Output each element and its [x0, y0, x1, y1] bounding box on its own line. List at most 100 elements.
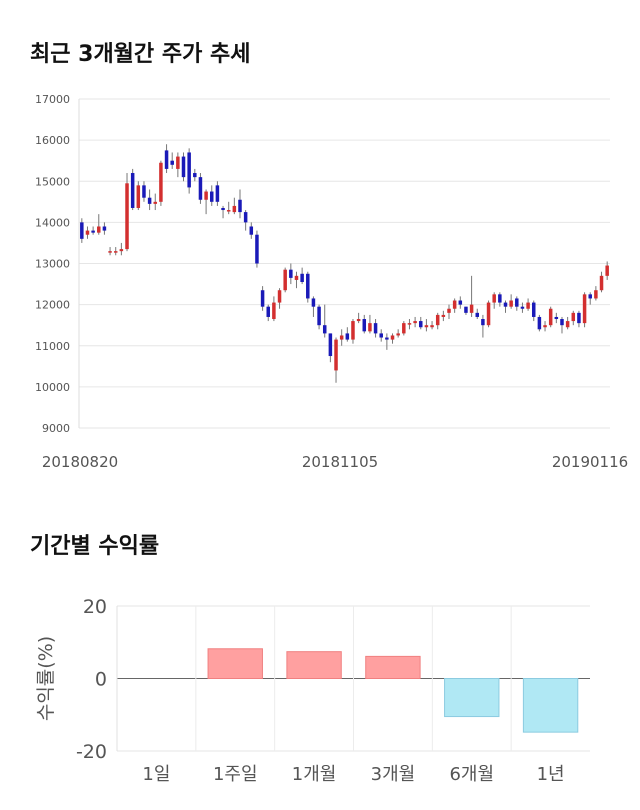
- candle: [503, 300, 508, 313]
- y-tick-label: 0: [95, 669, 107, 691]
- y-tick-label: 14000: [35, 216, 70, 229]
- y-tick-label: 16000: [35, 134, 70, 147]
- candle: [356, 312, 361, 324]
- candle: [204, 189, 208, 215]
- y-tick-label: 11000: [35, 340, 70, 353]
- candle-body: [571, 312, 576, 322]
- candle: [108, 247, 112, 256]
- candle-body: [464, 306, 468, 313]
- candle-body: [469, 304, 474, 313]
- candle-body: [181, 156, 186, 178]
- y-tick-label: 13000: [35, 258, 70, 271]
- candle: [238, 189, 242, 219]
- candle-body: [498, 294, 502, 303]
- candle-body: [215, 185, 220, 202]
- candle: [243, 210, 248, 231]
- candle: [334, 337, 338, 383]
- candle-body: [419, 321, 423, 328]
- candle-body: [362, 319, 367, 332]
- candle: [249, 222, 254, 239]
- candle: [193, 168, 197, 182]
- return-bar: [365, 655, 421, 680]
- candle: [345, 327, 350, 342]
- candle-body: [356, 319, 361, 322]
- candle: [605, 261, 609, 280]
- candle-body: [458, 300, 463, 305]
- return-bar: [286, 651, 342, 679]
- candle: [80, 218, 84, 243]
- candle-body: [441, 314, 446, 317]
- candle-body: [577, 312, 581, 324]
- candle: [362, 314, 367, 334]
- candle: [537, 314, 542, 332]
- candle: [396, 329, 400, 338]
- candle-body: [565, 321, 570, 328]
- candle: [142, 181, 146, 202]
- x-tick-label: 20190116: [552, 453, 628, 471]
- candle: [424, 319, 429, 332]
- return-bar: [207, 648, 263, 680]
- candle: [419, 316, 423, 330]
- candle-body: [447, 308, 451, 313]
- candle-body: [272, 302, 276, 320]
- candle-body: [503, 302, 508, 307]
- candle: [435, 312, 440, 330]
- y-tick-label: 12000: [35, 299, 70, 312]
- candle-body: [594, 290, 598, 299]
- candle-body: [119, 249, 124, 252]
- candle-body: [176, 156, 180, 169]
- candle: [452, 298, 457, 313]
- candle: [458, 296, 463, 309]
- candle-body: [187, 152, 191, 188]
- candle: [159, 160, 163, 206]
- candle: [221, 205, 225, 219]
- candle-body: [435, 314, 440, 326]
- candle: [176, 152, 180, 178]
- candle: [486, 300, 491, 328]
- candle: [328, 333, 333, 363]
- candle-body: [97, 226, 101, 233]
- candle: [125, 173, 129, 252]
- candle: [560, 316, 564, 334]
- candle: [153, 193, 158, 211]
- candle-body: [136, 185, 141, 208]
- candle: [373, 319, 378, 338]
- candle-body: [91, 230, 95, 233]
- candle-body: [385, 337, 389, 340]
- candle-body: [526, 302, 530, 309]
- candle: [322, 304, 327, 338]
- candle: [317, 304, 321, 330]
- candle: [130, 168, 135, 211]
- candle-body: [339, 335, 344, 340]
- candle: [379, 329, 383, 342]
- candle: [582, 292, 587, 328]
- candle: [368, 314, 372, 334]
- candle: [447, 304, 451, 320]
- candle-body: [260, 290, 265, 307]
- candle-body: [113, 251, 118, 253]
- candle: [498, 292, 502, 307]
- candle: [232, 197, 237, 215]
- candle-body: [294, 275, 299, 280]
- candle-body: [396, 333, 400, 336]
- candle-body: [520, 306, 525, 309]
- candle-body: [125, 183, 129, 250]
- candle-body: [599, 275, 604, 291]
- candle: [198, 173, 203, 204]
- returns-title: 기간별 수익률: [30, 534, 160, 559]
- candle: [577, 310, 581, 328]
- x-tick-label: 1일: [142, 764, 170, 785]
- candle-body: [351, 321, 355, 340]
- candle: [147, 189, 152, 211]
- price-trend-title: 최근 3개월간 주가 추세: [30, 42, 251, 67]
- candle-body: [232, 205, 237, 213]
- candle-body: [243, 212, 248, 223]
- y-tick-label: 15000: [35, 175, 70, 188]
- candle-body: [159, 162, 163, 202]
- candle: [113, 247, 118, 256]
- return-bar: [522, 678, 579, 733]
- candle-body: [368, 323, 372, 332]
- candle-body: [560, 319, 564, 326]
- candle-body: [142, 185, 146, 198]
- candle: [306, 271, 310, 303]
